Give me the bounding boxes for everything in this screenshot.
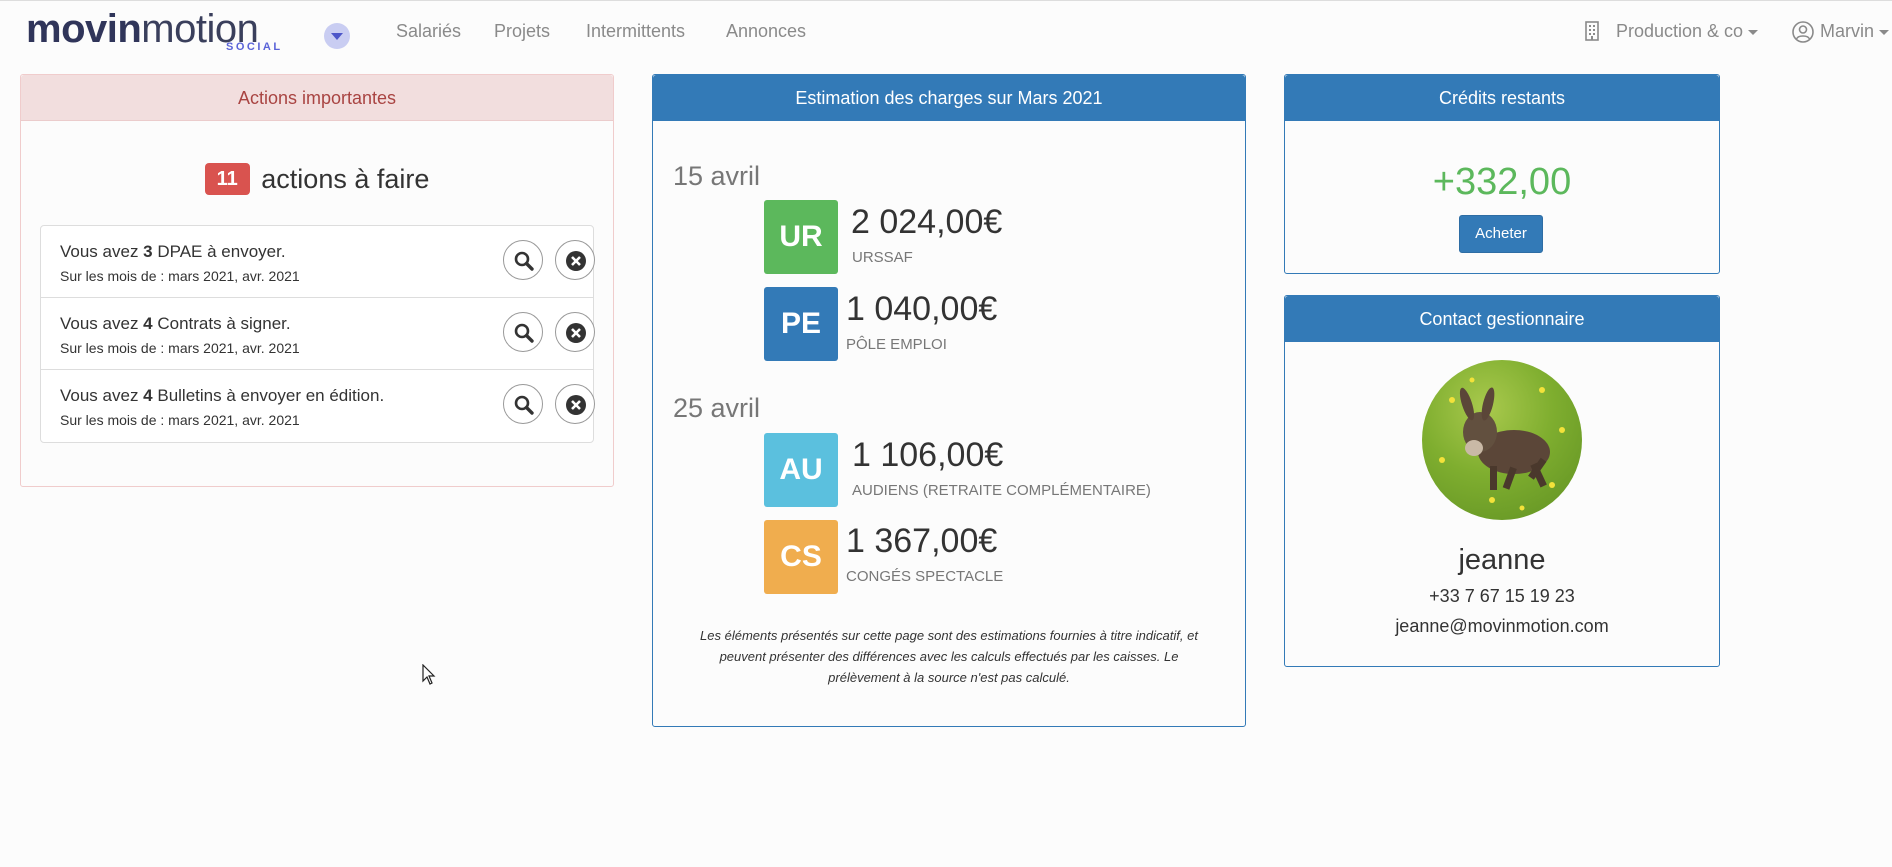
action-suffix: Bulletins à envoyer en édition. xyxy=(152,386,385,405)
logo-wordmark: movinmotion xyxy=(26,7,259,51)
due-date-1: 15 avril xyxy=(673,161,761,191)
charges-panel: Estimation des charges sur Mars 2021 15 … xyxy=(652,74,1246,727)
donkey-photo xyxy=(1439,377,1565,511)
movinmotion-logo[interactable]: movinmotion SOCIAL xyxy=(26,7,286,55)
list-item: Vous avez 4 Bulletins à envoyer en éditi… xyxy=(41,370,595,442)
actions-list: Vous avez 3 DPAE à envoyer. Sur les mois… xyxy=(40,225,595,443)
search-icon xyxy=(514,323,534,343)
close-icon xyxy=(566,323,586,343)
pole-emploi-label: PÔLE EMPLOI xyxy=(846,336,947,353)
contact-phone: +33 7 67 15 19 23 xyxy=(1429,586,1575,606)
top-navbar: movinmotion SOCIAL Salariés Projets Inte… xyxy=(0,0,1892,64)
action-prefix: Vous avez xyxy=(60,242,144,261)
nav-link-projets[interactable]: Projets xyxy=(494,21,551,41)
menu-toggle-button[interactable] xyxy=(324,23,350,49)
action-count: 4 xyxy=(143,314,153,333)
credits-panel-title: Crédits restants xyxy=(1285,75,1719,121)
charges-panel-title: Estimation des charges sur Mars 2021 xyxy=(653,75,1245,121)
actions-panel-title: Actions importantes xyxy=(21,75,613,121)
actions-count-label: actions à faire xyxy=(261,164,430,194)
audiens-tile: AU xyxy=(764,433,838,507)
action-title: Vous avez 4 Contrats à signer. xyxy=(60,314,291,334)
due-date-2: 25 avril xyxy=(673,393,761,423)
pole-emploi-tile: PE xyxy=(764,287,838,361)
search-icon xyxy=(514,251,534,271)
logo-social: SOCIAL xyxy=(226,41,283,53)
action-count: 3 xyxy=(143,242,153,261)
building-icon xyxy=(1584,21,1600,46)
action-count: 4 xyxy=(143,386,153,405)
contact-panel: Contact gestionnaire jeanne +33 7 67 15 … xyxy=(1284,295,1720,667)
action-months: Sur les mois de : mars 2021, avr. 2021 xyxy=(60,340,300,356)
contact-name: jeanne xyxy=(1458,544,1546,576)
action-prefix: Vous avez xyxy=(60,314,144,333)
buy-credits-button[interactable]: Acheter xyxy=(1459,215,1543,253)
urssaf-label: URSSAF xyxy=(852,249,913,266)
view-button[interactable] xyxy=(503,240,543,280)
action-months: Sur les mois de : mars 2021, avr. 2021 xyxy=(60,268,300,284)
dismiss-button[interactable] xyxy=(555,240,595,280)
company-label: Production & co xyxy=(1616,21,1744,41)
list-item: Vous avez 3 DPAE à envoyer. Sur les mois… xyxy=(41,226,595,298)
chevron-down-icon xyxy=(1879,29,1890,35)
user-label: Marvin xyxy=(1820,21,1875,41)
list-item: Vous avez 4 Contrats à signer. Sur les m… xyxy=(41,298,595,370)
action-months: Sur les mois de : mars 2021, avr. 2021 xyxy=(60,412,300,428)
urssaf-tile: UR xyxy=(764,200,838,274)
view-button[interactable] xyxy=(503,384,543,424)
search-icon xyxy=(514,395,534,415)
nav-link-intermittents[interactable]: Intermittents xyxy=(586,21,686,41)
actions-count: 11 actions à faire xyxy=(21,163,613,195)
contact-email[interactable]: jeanne@movinmotion.com xyxy=(1395,616,1609,636)
contact-panel-title: Contact gestionnaire xyxy=(1285,296,1719,342)
logo-light: motion xyxy=(141,7,259,51)
audiens-amount: 1 106,00€ xyxy=(852,436,1004,474)
close-icon xyxy=(566,395,586,415)
user-circle-icon xyxy=(1792,21,1814,48)
pole-emploi-amount: 1 040,00€ xyxy=(846,290,998,328)
audiens-label: AUDIENS (RETRAITE COMPLÉMENTAIRE) xyxy=(852,482,1151,499)
credits-value: +332,00 xyxy=(1432,161,1572,203)
dismiss-button[interactable] xyxy=(555,312,595,352)
user-dropdown[interactable]: Marvin xyxy=(1820,21,1890,42)
chevron-down-icon xyxy=(1748,29,1759,35)
conges-spectacle-label: CONGÉS SPECTACLE xyxy=(846,568,1004,585)
actions-panel: Actions importantes 11 actions à faire V… xyxy=(20,74,614,487)
urssaf-amount: 2 024,00€ xyxy=(851,203,1003,241)
action-suffix: DPAE à envoyer. xyxy=(152,242,286,261)
logo-bold: movin xyxy=(26,7,142,51)
conges-spectacle-amount: 1 367,00€ xyxy=(846,522,998,560)
nav-link-salaries[interactable]: Salariés xyxy=(396,21,462,41)
action-suffix: Contrats à signer. xyxy=(152,314,291,333)
charges-disclaimer: Les éléments présentés sur cette page so… xyxy=(700,628,1198,685)
avatar xyxy=(1422,360,1582,520)
action-prefix: Vous avez xyxy=(60,386,144,405)
close-icon xyxy=(566,251,586,271)
action-title: Vous avez 4 Bulletins à envoyer en éditi… xyxy=(60,386,384,406)
conges-spectacle-tile: CS xyxy=(764,520,838,594)
company-dropdown[interactable]: Production & co xyxy=(1616,21,1759,42)
credits-panel: Crédits restants +332,00 Acheter xyxy=(1284,74,1720,274)
action-title: Vous avez 3 DPAE à envoyer. xyxy=(60,242,286,262)
actions-count-badge: 11 xyxy=(204,163,250,195)
nav-link-annonces[interactable]: Annonces xyxy=(726,21,807,41)
mouse-cursor-icon xyxy=(422,663,436,691)
dismiss-button[interactable] xyxy=(555,384,595,424)
view-button[interactable] xyxy=(503,312,543,352)
